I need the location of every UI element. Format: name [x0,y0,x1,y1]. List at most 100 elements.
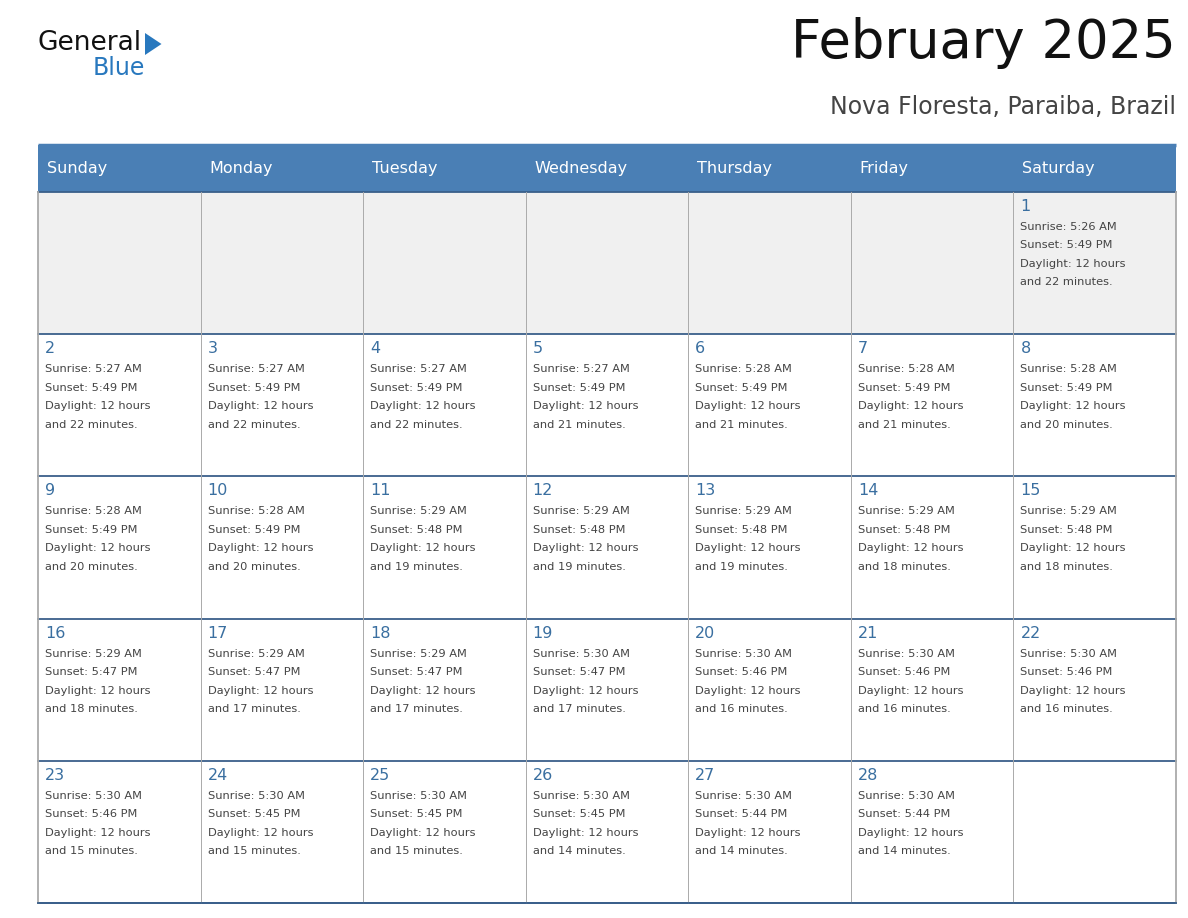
Text: Sunset: 5:49 PM: Sunset: 5:49 PM [1020,383,1113,393]
Bar [364,476,526,619]
Text: Sunday: Sunday [48,161,107,176]
Text: Daylight: 12 hours: Daylight: 12 hours [695,828,801,838]
Text: Daylight: 12 hours: Daylight: 12 hours [858,543,963,554]
Bar [201,619,364,761]
Bar [851,476,1013,619]
Bar [526,761,688,903]
Text: Daylight: 12 hours: Daylight: 12 hours [208,543,314,554]
Text: 8: 8 [1020,341,1031,356]
Text: Sunrise: 5:26 AM: Sunrise: 5:26 AM [1020,222,1117,232]
Bar [688,192,851,334]
Bar [851,619,1013,761]
Text: and 21 minutes.: and 21 minutes. [695,420,788,430]
Text: and 17 minutes.: and 17 minutes. [371,704,463,714]
Text: Sunset: 5:44 PM: Sunset: 5:44 PM [858,810,950,819]
Bar [364,619,526,761]
Text: and 20 minutes.: and 20 minutes. [45,562,138,572]
Text: 2: 2 [45,341,55,356]
Text: 7: 7 [858,341,868,356]
Text: Sunrise: 5:28 AM: Sunrise: 5:28 AM [858,364,955,375]
Text: Sunrise: 5:27 AM: Sunrise: 5:27 AM [208,364,304,375]
Bar [526,619,688,761]
Text: Sunrise: 5:30 AM: Sunrise: 5:30 AM [858,649,955,658]
Bar [364,334,526,476]
Text: Sunrise: 5:29 AM: Sunrise: 5:29 AM [1020,507,1117,517]
Bar [688,619,851,761]
Text: 17: 17 [208,625,228,641]
Bar [1013,761,1176,903]
Text: 19: 19 [532,625,554,641]
Text: 21: 21 [858,625,878,641]
Bar [364,761,526,903]
Text: and 22 minutes.: and 22 minutes. [1020,277,1113,287]
Bar [201,334,364,476]
Bar [201,192,364,334]
Text: Daylight: 12 hours: Daylight: 12 hours [1020,401,1126,411]
Text: Daylight: 12 hours: Daylight: 12 hours [371,686,475,696]
Text: Sunset: 5:45 PM: Sunset: 5:45 PM [371,810,462,819]
Text: 6: 6 [695,341,706,356]
Text: and 15 minutes.: and 15 minutes. [371,846,463,856]
Text: Sunset: 5:48 PM: Sunset: 5:48 PM [371,525,462,535]
Bar [688,761,851,903]
Bar [364,192,526,334]
Text: Sunset: 5:46 PM: Sunset: 5:46 PM [45,810,138,819]
Text: 13: 13 [695,484,715,498]
Text: and 17 minutes.: and 17 minutes. [532,704,626,714]
Text: Friday: Friday [860,161,909,176]
Text: Daylight: 12 hours: Daylight: 12 hours [532,828,638,838]
Text: Daylight: 12 hours: Daylight: 12 hours [695,686,801,696]
Text: Daylight: 12 hours: Daylight: 12 hours [1020,259,1126,269]
Text: Daylight: 12 hours: Daylight: 12 hours [208,401,314,411]
Text: 12: 12 [532,484,554,498]
Bar [201,761,364,903]
Text: Saturday: Saturday [1023,161,1095,176]
Text: 15: 15 [1020,484,1041,498]
Text: Sunrise: 5:28 AM: Sunrise: 5:28 AM [1020,364,1117,375]
Text: Sunset: 5:46 PM: Sunset: 5:46 PM [695,667,788,677]
Text: Sunrise: 5:30 AM: Sunrise: 5:30 AM [45,790,143,800]
Text: Sunset: 5:46 PM: Sunset: 5:46 PM [858,667,950,677]
Text: and 17 minutes.: and 17 minutes. [208,704,301,714]
Text: Sunrise: 5:29 AM: Sunrise: 5:29 AM [858,507,955,517]
Text: and 18 minutes.: and 18 minutes. [858,562,950,572]
Text: Daylight: 12 hours: Daylight: 12 hours [1020,686,1126,696]
Text: Sunset: 5:47 PM: Sunset: 5:47 PM [45,667,138,677]
Text: Sunrise: 5:27 AM: Sunrise: 5:27 AM [532,364,630,375]
Text: and 19 minutes.: and 19 minutes. [371,562,463,572]
Text: Thursday: Thursday [697,161,772,176]
Text: Sunrise: 5:29 AM: Sunrise: 5:29 AM [695,507,792,517]
Text: Wednesday: Wednesday [535,161,627,176]
Text: Sunrise: 5:29 AM: Sunrise: 5:29 AM [371,649,467,658]
Text: Daylight: 12 hours: Daylight: 12 hours [45,543,151,554]
Text: and 14 minutes.: and 14 minutes. [532,846,625,856]
Text: Daylight: 12 hours: Daylight: 12 hours [45,686,151,696]
Text: and 22 minutes.: and 22 minutes. [45,420,138,430]
Text: and 19 minutes.: and 19 minutes. [695,562,788,572]
Text: Sunrise: 5:30 AM: Sunrise: 5:30 AM [858,790,955,800]
Text: 25: 25 [371,767,391,783]
Text: Sunrise: 5:30 AM: Sunrise: 5:30 AM [208,790,304,800]
Text: Sunrise: 5:29 AM: Sunrise: 5:29 AM [532,507,630,517]
Text: Sunrise: 5:30 AM: Sunrise: 5:30 AM [532,790,630,800]
Text: and 22 minutes.: and 22 minutes. [371,420,463,430]
Text: Sunset: 5:48 PM: Sunset: 5:48 PM [858,525,950,535]
Text: Daylight: 12 hours: Daylight: 12 hours [858,686,963,696]
Text: Sunset: 5:46 PM: Sunset: 5:46 PM [1020,667,1113,677]
Text: 23: 23 [45,767,65,783]
Text: Sunset: 5:49 PM: Sunset: 5:49 PM [45,383,138,393]
Text: Sunrise: 5:29 AM: Sunrise: 5:29 AM [371,507,467,517]
Text: Daylight: 12 hours: Daylight: 12 hours [371,401,475,411]
Text: 26: 26 [532,767,552,783]
Text: Sunrise: 5:30 AM: Sunrise: 5:30 AM [532,649,630,658]
Text: and 14 minutes.: and 14 minutes. [695,846,788,856]
Text: 24: 24 [208,767,228,783]
Bar [851,334,1013,476]
Text: Daylight: 12 hours: Daylight: 12 hours [695,543,801,554]
Text: 4: 4 [371,341,380,356]
Text: Sunset: 5:49 PM: Sunset: 5:49 PM [695,383,788,393]
Text: Sunrise: 5:27 AM: Sunrise: 5:27 AM [45,364,141,375]
Text: Sunset: 5:47 PM: Sunset: 5:47 PM [371,667,462,677]
Text: Sunrise: 5:30 AM: Sunrise: 5:30 AM [1020,649,1118,658]
Text: Daylight: 12 hours: Daylight: 12 hours [858,828,963,838]
